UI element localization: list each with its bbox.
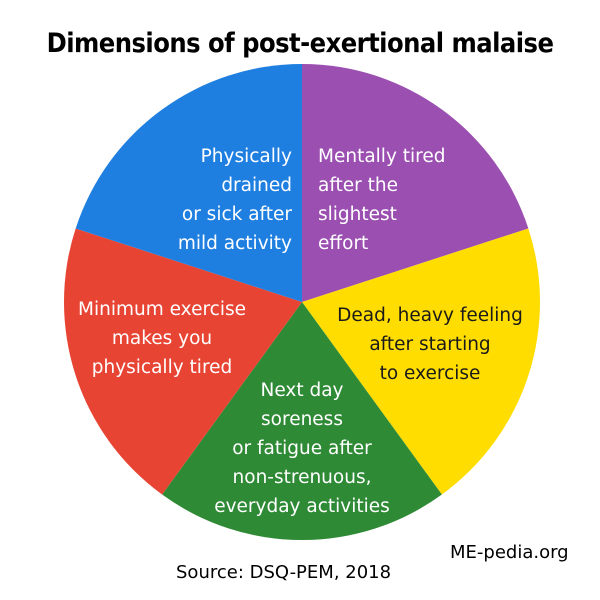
- slice-label-5: Physically drained or sick after mild activ…: [178, 146, 293, 254]
- slice-label-line: Minimum exercise: [78, 299, 246, 320]
- slice-label-line: drained: [221, 175, 292, 196]
- slice-label-line: makes you: [112, 328, 212, 349]
- slice-label-line: effort: [318, 233, 368, 254]
- slice-label-line: or sick after: [182, 204, 293, 225]
- slice-label-1: Mentally tired after the slightest effort: [318, 146, 446, 254]
- slice-label-line: Mentally tired: [318, 146, 446, 167]
- pie-slice-3: [162, 302, 442, 541]
- slice-label-line: Dead, heavy feeling: [337, 305, 523, 326]
- slice-label-line: Next day: [260, 380, 343, 401]
- slice-label-line: physically tired: [92, 357, 233, 378]
- source-note: Source: DSQ-PEM, 2018: [176, 562, 392, 583]
- slice-label-4: Minimum exercise makes you physically tire…: [78, 299, 246, 378]
- slice-label-line: everyday activities: [214, 496, 390, 517]
- pie-slice-5: [75, 64, 303, 302]
- chart-title: Dimensions of post-exertional malaise: [46, 28, 554, 59]
- slice-label-line: slightest: [318, 204, 397, 225]
- slice-label-3: Next day soreness or fatigue after non-stre…: [214, 380, 390, 517]
- credit-note: ME-pedia.org: [450, 542, 569, 563]
- slice-label-line: after starting: [369, 334, 490, 355]
- slice-label-line: or fatigue after: [232, 438, 372, 459]
- slice-label-line: mild activity: [178, 233, 292, 254]
- slice-label-line: to exercise: [380, 363, 481, 384]
- pie-slice-4: [63, 228, 302, 495]
- slice-label-line: soreness: [261, 409, 343, 430]
- slice-label-2: Dead, heavy feeling after starting to exer…: [337, 305, 523, 384]
- slice-label-line: after the: [318, 175, 398, 196]
- pie-slice-2: [302, 228, 541, 495]
- pie-slice-1: [302, 64, 529, 302]
- slice-label-line: non-strenuous,: [233, 467, 372, 488]
- slice-label-line: Physically: [201, 146, 292, 167]
